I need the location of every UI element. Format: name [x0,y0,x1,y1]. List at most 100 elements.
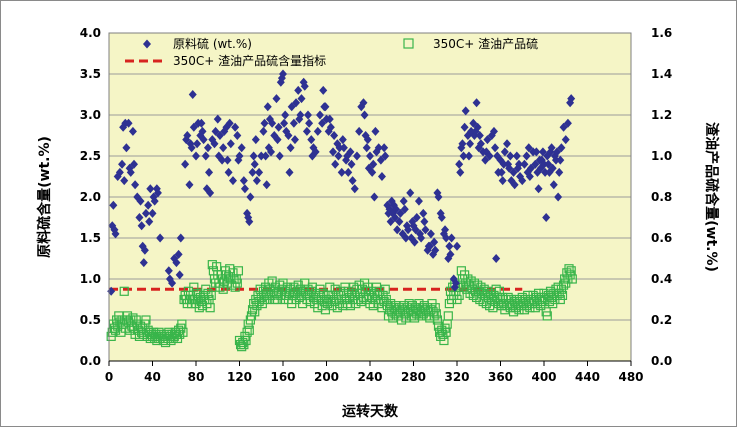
feed-sulfur-point-163 [355,126,364,136]
residue-sulfur-point-421 [564,264,574,274]
feed-sulfur-point-148 [331,159,340,169]
feed-sulfur-point-57 [199,135,208,145]
feed-sulfur-point-62 [206,188,215,198]
feed-sulfur-point-283 [522,151,531,161]
feed-sulfur-point-29 [148,208,157,218]
feed-sulfur-point-90 [249,151,258,161]
feed-sulfur-point-180 [380,143,389,153]
residue-sulfur-point-132 [250,307,260,317]
y-tick-label-7: 3.5 [80,67,101,81]
feed-sulfur-point-196 [400,204,409,214]
residue-sulfur-point-242 [369,288,379,298]
legend-label-sulfur-spec: 350C+ 渣油产品硫含量指标 [173,53,326,68]
feed-sulfur-point-41 [175,270,184,280]
feed-sulfur-point-277 [512,151,521,161]
residue-sulfur-point-116 [232,278,242,288]
feed-sulfur-point-34 [156,233,165,243]
feed-sulfur-point-100 [263,102,272,112]
feed-sulfur-point-276 [510,180,519,190]
feed-sulfur-point-253 [476,139,485,149]
y2-axis-title: 渣油产品硫含量(wt.%) [703,122,720,272]
feed-sulfur-point-258 [485,151,494,161]
feed-sulfur-point-74 [224,167,233,177]
feed-sulfur-point-98 [261,151,270,161]
feed-sulfur-point-249 [472,98,481,108]
feed-sulfur-point-97 [260,118,269,128]
feed-sulfur-point-136 [313,126,322,136]
residue-sulfur-point-76 [189,282,199,292]
feed-sulfur-point-70 [219,143,228,153]
y2-tick-label-8: 1.6 [651,26,672,40]
feed-sulfur-point-112 [279,69,287,79]
residue-sulfur-point-220 [345,301,356,311]
y-tick-label-8: 4.0 [80,26,101,40]
feed-sulfur-point-28 [146,184,155,194]
residue-sulfur-point-310 [443,311,453,321]
feed-sulfur-point-160 [348,176,357,186]
feed-sulfur-point-252 [475,131,484,140]
feed-sulfur-point-197 [401,233,410,243]
residue-sulfur-point-8 [115,317,125,327]
residue-sulfur-point-252 [380,284,390,294]
feed-sulfur-point-147 [330,131,339,140]
feed-sulfur-point-282 [520,159,529,169]
feed-sulfur-point-103 [267,147,276,157]
legend-label-residue-sulfur: 350C+ 渣油产品硫 [433,36,538,51]
feed-sulfur-point-268 [499,159,508,169]
residue-sulfur-point-63 [175,329,185,339]
feed-sulfur-point-78 [231,122,240,132]
feed-sulfur-point-150 [334,151,343,161]
feed-sulfur-point-168 [362,143,371,153]
feed-sulfur-point-137 [315,110,324,120]
y2-tick-label-0: 0.0 [651,354,672,368]
feed-sulfur-point-151 [335,143,344,153]
feed-sulfur-point-25 [141,208,150,218]
feed-sulfur-point-9 [120,176,129,186]
feed-sulfur-point-262 [492,254,501,263]
feed-sulfur-point-31 [150,196,159,206]
feed-sulfur-point-95 [257,151,266,161]
feed-sulfur-point-281 [518,176,527,186]
feed-sulfur-point-315 [561,135,570,145]
feed-sulfur-point-52 [193,139,202,149]
feed-sulfur-point-165 [359,98,368,108]
feed-sulfur-point-153 [338,135,347,145]
feed-sulfur-point-299 [542,213,551,222]
feed-sulfur-point-243 [464,151,473,161]
feed-sulfur-point-261 [491,143,500,153]
feed-sulfur-point-15 [128,126,137,136]
x-tick-label-12: 480 [618,370,643,384]
feed-sulfur-point-200 [406,188,415,198]
feed-sulfur-point-82 [237,143,246,153]
feed-sulfur-point-179 [377,172,386,181]
feed-sulfur-point-12 [124,118,133,128]
feed-sulfur-point-174 [370,192,379,202]
residue-sulfur-point-227 [353,294,363,305]
feed-sulfur-point-207 [414,196,423,206]
feed-sulfur-point-20 [136,196,145,206]
feed-sulfur-point-88 [246,192,255,202]
x-tick-label-10: 400 [531,370,556,384]
feed-sulfur-point-298 [541,167,550,177]
feed-sulfur-point-43 [181,159,190,169]
feed-sulfur-point-114 [281,110,290,120]
series-residue-sulfur [106,260,577,352]
feed-sulfur-point-269 [500,147,509,157]
feed-sulfur-point-60 [203,143,212,153]
residue-sulfur-point-300 [432,315,443,325]
feed-sulfur-point-7 [118,159,127,169]
residue-sulfur-point-112 [228,268,238,278]
residue-sulfur-point-32 [141,315,151,325]
feed-sulfur-point-223 [437,213,446,222]
feed-sulfur-point-89 [248,167,257,177]
feed-sulfur-point-120 [289,118,298,128]
feed-sulfur-point-218 [430,237,439,247]
feed-sulfur-point-69 [218,155,227,165]
feed-sulfur-point-92 [251,135,260,145]
feed-sulfur-point-169 [363,135,372,145]
feed-sulfur-point-239 [459,151,468,161]
x-tick-label-2: 80 [188,370,205,384]
feed-sulfur-point-6 [115,167,124,177]
feed-sulfur-point-46 [185,180,194,190]
